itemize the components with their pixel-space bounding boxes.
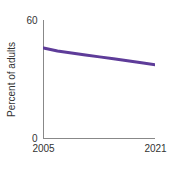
svg-text:0: 0 bbox=[31, 132, 38, 144]
svg-text:2021: 2021 bbox=[144, 143, 167, 154]
svg-text:2005: 2005 bbox=[32, 143, 55, 154]
svg-text:60: 60 bbox=[26, 15, 38, 26]
svg-text:Percent of adults: Percent of adults bbox=[6, 42, 17, 117]
